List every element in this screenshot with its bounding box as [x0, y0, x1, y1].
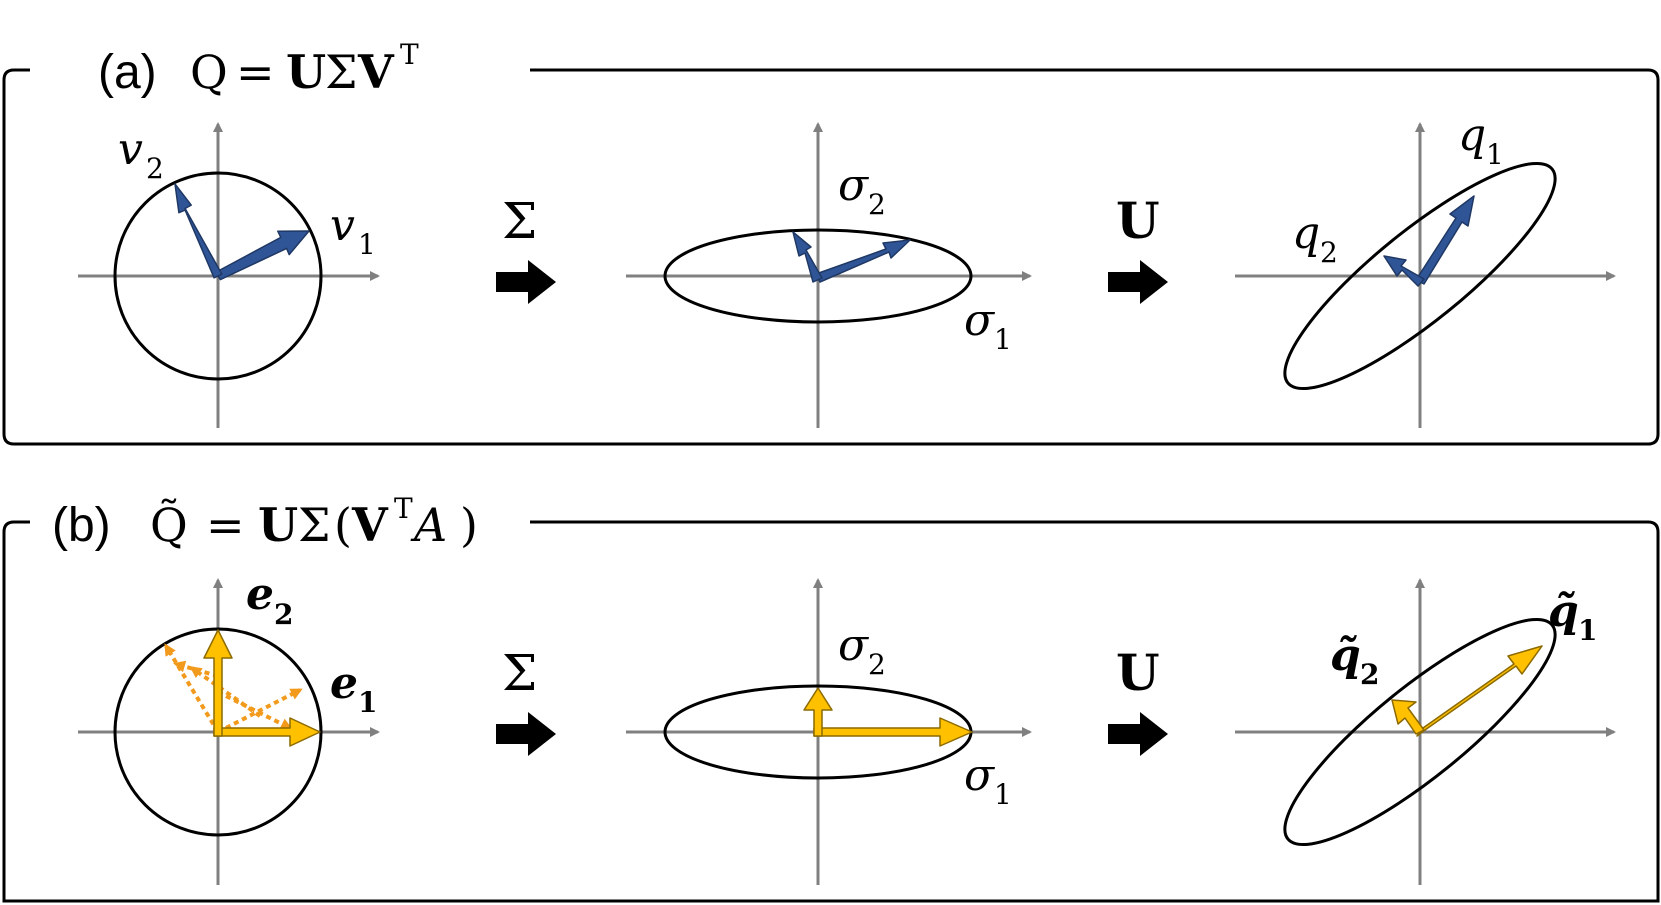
panel-b-eq-A: A: [410, 498, 447, 552]
e1-sub: 1: [358, 686, 377, 719]
sigma-operator: Σ: [502, 644, 537, 702]
sigma2-sub: 2: [868, 648, 886, 681]
q1-label: q: [1458, 110, 1486, 161]
panel-a-eq-sup: T: [400, 38, 419, 71]
rotated-ellipse: [1283, 161, 1557, 391]
sigma2-sub: 2: [868, 188, 886, 221]
dashed-v2-proj-b: [173, 660, 219, 678]
q2-sub: 2: [1320, 236, 1338, 269]
sigma1-vector: [815, 239, 911, 283]
e2-sub: 2: [274, 598, 293, 631]
q2-sub: 2: [1360, 658, 1379, 691]
sigma2-label: σ: [838, 160, 870, 211]
q2-vector: [1391, 699, 1425, 735]
sigma2-vector: [792, 231, 823, 283]
panel-a-ellipse-plot: σ 2 σ 1: [626, 122, 1032, 428]
q1-sub: 1: [1578, 614, 1597, 647]
q2-label: q: [1292, 208, 1320, 259]
panel-b-eq-close: ): [460, 498, 478, 552]
sigma2-vector: [803, 687, 833, 737]
panel-b-eq-V: V: [351, 498, 389, 552]
e2-label: e: [246, 569, 274, 620]
v2-vector: [174, 183, 223, 279]
sigma2-label: σ: [838, 620, 870, 671]
panel-a-circle-plot: v 1 v 2: [78, 122, 380, 428]
v1-vector: [214, 230, 310, 281]
panel-b-rotated-plot: q̃ 1 q̃ 2: [1235, 578, 1616, 885]
panel-a-frame: [2, 68, 1660, 446]
sigma-arrow: [496, 712, 556, 756]
sigma1-sub: 1: [994, 778, 1012, 811]
v1-sub: 1: [358, 228, 376, 261]
sigma-operator: Σ: [502, 192, 537, 250]
q1-label: q̃: [1548, 586, 1579, 637]
q1-vector: [1415, 195, 1475, 285]
sigma1-vector: [813, 717, 973, 747]
panel-b-eq-open: (: [334, 498, 352, 552]
panel-a-eq-V: V: [357, 45, 395, 99]
unit-circle: [113, 627, 323, 837]
panel-b-eq-lhs: Q̃: [150, 498, 188, 552]
v2-sub: 2: [146, 152, 164, 185]
panel-b-eq-sup: T: [394, 492, 413, 525]
dashed-v1-proj: [217, 690, 293, 730]
panel-b-frame: [2, 520, 1660, 903]
singular-ellipse: [663, 228, 973, 324]
v1-label: v: [330, 200, 355, 251]
panel-b-eq-Sigma: Σ: [298, 498, 331, 552]
q2-vector: [1383, 255, 1425, 287]
panel-b-circle-plot: e 2 e 1: [78, 569, 380, 885]
panel-a-eq-Sigma: Σ: [325, 45, 358, 99]
panel-a-rotated-plot: q 1 q 2: [1235, 110, 1616, 428]
dashed-v2-vector: [164, 643, 220, 734]
dashed-v2-proj: [189, 666, 262, 718]
u-arrow: [1108, 260, 1168, 304]
e1-vector: [213, 717, 321, 747]
panel-a-eq-lhs: Q: [190, 45, 228, 99]
e2-vector: [203, 629, 233, 737]
v2-label: v: [118, 124, 143, 175]
panel-b-eq-U: U: [258, 498, 298, 552]
q1-vector: [1416, 645, 1543, 737]
panel-b-eq-equals: =: [206, 498, 245, 552]
panel-b-label: (b): [52, 499, 111, 552]
panel-a-eq-equals: =: [236, 45, 275, 99]
q2-label: q̃: [1330, 630, 1361, 681]
unit-circle: [113, 171, 323, 381]
q1-sub: 1: [1486, 138, 1504, 171]
e1-label: e: [330, 658, 358, 709]
sigma1-label: σ: [964, 750, 996, 801]
u-operator: U: [1116, 643, 1160, 702]
sigma1-label: σ: [964, 295, 996, 346]
panel-a: (a) Q = U Σ V T v 1 v 2 Σ σ: [2, 38, 1660, 446]
rotated-ellipse: [1283, 617, 1557, 847]
panel-b-ellipse-plot: σ 2 σ 1: [626, 578, 1032, 885]
sigma-arrow: [496, 260, 556, 304]
panel-a-label: (a): [98, 46, 157, 99]
u-arrow: [1108, 712, 1168, 756]
panel-a-eq-U: U: [286, 45, 326, 99]
panel-b: (b) Q̃ = U Σ ( V T A ) e 2 e 1: [2, 492, 1660, 903]
u-operator: U: [1116, 191, 1160, 250]
sigma1-sub: 1: [994, 323, 1012, 356]
